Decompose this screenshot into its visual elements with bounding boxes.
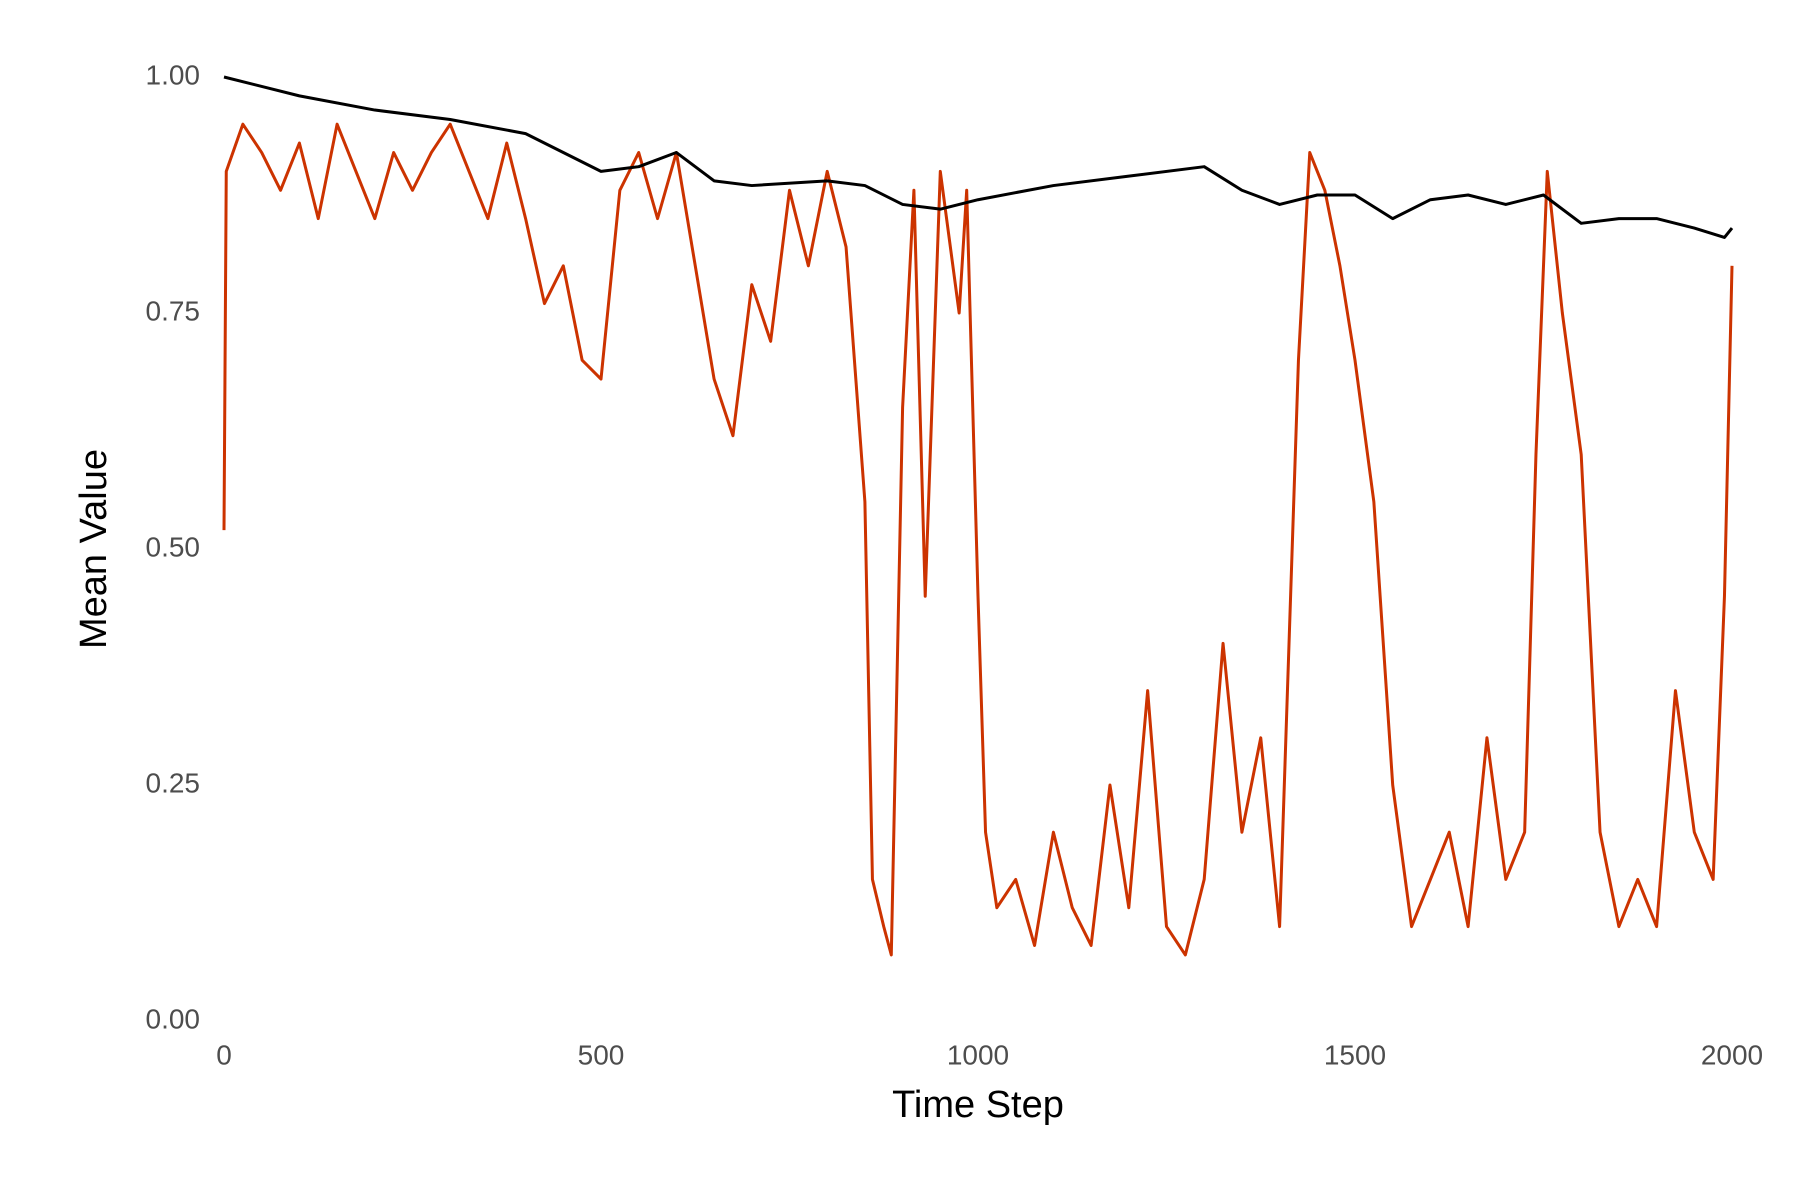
x-tick-label: 1500 [1324, 1039, 1386, 1070]
y-tick-label: 0.75 [146, 295, 201, 326]
y-axis-title: Mean Value [73, 449, 115, 649]
y-tick-label: 0.25 [146, 767, 201, 798]
data-line [223, 75, 1734, 239]
data-line [222, 122, 1734, 957]
y-tick-label: 1.00 [146, 59, 201, 90]
x-tick-label: 2000 [1701, 1039, 1763, 1070]
y-tick-label: 0.00 [146, 1003, 201, 1034]
x-tick-label: 1000 [947, 1039, 1009, 1070]
x-tick-label: 500 [578, 1039, 625, 1070]
x-tick-label: 0 [216, 1039, 232, 1070]
x-axis-title: Time Step [892, 1084, 1064, 1126]
y-tick-label: 0.50 [146, 531, 201, 562]
